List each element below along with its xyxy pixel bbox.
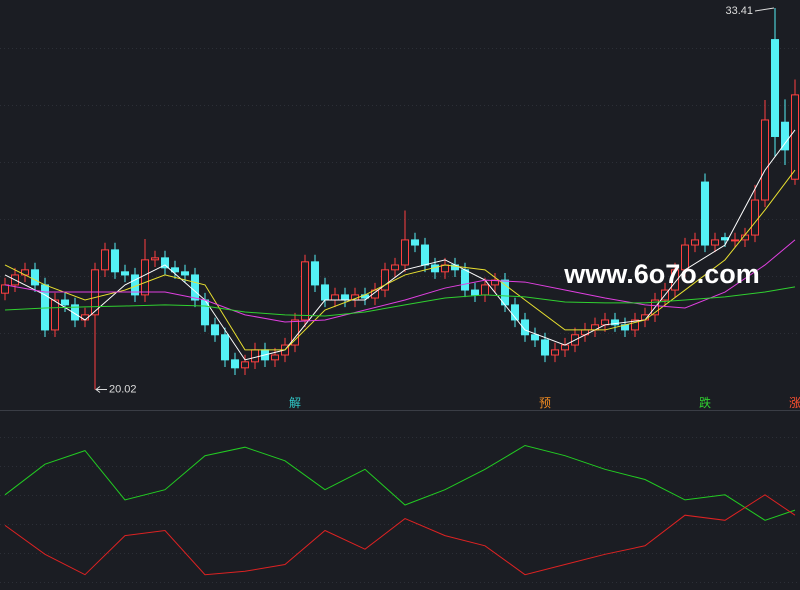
- candle-body: [251, 349, 259, 363]
- annotation-arrow: [754, 7, 775, 12]
- oscillator-line: [4, 444, 796, 521]
- candle-body: [331, 294, 339, 301]
- candle-body: [61, 299, 69, 306]
- candle-body: [461, 269, 469, 291]
- watermark: www.6o7o.com: [563, 259, 760, 289]
- candle-body: [171, 267, 179, 273]
- candle-body: [211, 324, 219, 336]
- candle-body: [191, 274, 199, 301]
- candle-body: [691, 239, 699, 246]
- candle-body: [781, 121, 789, 151]
- moving-average-line: [4, 239, 796, 323]
- candle-body: [311, 261, 319, 286]
- candle-body: [521, 319, 529, 336]
- candle-body: [391, 264, 399, 271]
- candle-body: [71, 304, 79, 321]
- candle-body: [291, 319, 299, 346]
- candle-body: [301, 261, 309, 321]
- candle-body: [381, 269, 389, 291]
- candle-body: [111, 249, 119, 273]
- candle-body: [341, 294, 349, 301]
- candle-body: [791, 94, 799, 180]
- candle-body: [561, 344, 569, 351]
- candle-body: [31, 269, 39, 286]
- candle-body: [101, 249, 109, 271]
- candle-body: [731, 239, 739, 242]
- candle-body: [551, 349, 559, 356]
- candle-body: [631, 319, 639, 331]
- moving-average-line: [4, 129, 796, 361]
- event-marker: 解: [289, 396, 301, 410]
- candle-body: [161, 257, 169, 269]
- candle-body: [541, 339, 549, 356]
- candle-body: [471, 289, 479, 296]
- candle-body: [221, 334, 229, 361]
- candle-body: [501, 279, 509, 306]
- candle-body: [421, 244, 429, 266]
- candle-body: [51, 299, 59, 331]
- candle-body: [231, 359, 239, 369]
- candle-body: [701, 181, 709, 246]
- candle-body: [1, 284, 9, 294]
- candle-body: [611, 319, 619, 326]
- candle-body: [531, 334, 539, 341]
- candle-body: [141, 259, 149, 296]
- candle-body: [761, 119, 769, 201]
- candle-body: [271, 354, 279, 361]
- high-label: 33.41: [725, 5, 753, 17]
- candle-body: [401, 239, 409, 266]
- event-marker: 跌: [699, 395, 711, 410]
- moving-average-line: [4, 286, 796, 317]
- candle-body: [771, 39, 779, 137]
- low-label: 20.02: [109, 383, 137, 395]
- candle-body: [711, 239, 719, 246]
- candle-body: [321, 284, 329, 301]
- candle-body: [121, 271, 129, 276]
- candle-body: [181, 271, 189, 276]
- event-marker: 涨: [789, 395, 800, 410]
- candle-body: [481, 284, 489, 296]
- candle-body: [671, 269, 679, 291]
- candle-body: [241, 361, 249, 369]
- candle-body: [151, 257, 159, 261]
- moving-average-line: [4, 169, 796, 351]
- candle-body: [411, 239, 419, 246]
- event-marker: 预: [539, 396, 551, 410]
- oscillator-line: [4, 494, 796, 576]
- annotation-arrowhead: [95, 386, 101, 393]
- candle-body: [751, 199, 759, 236]
